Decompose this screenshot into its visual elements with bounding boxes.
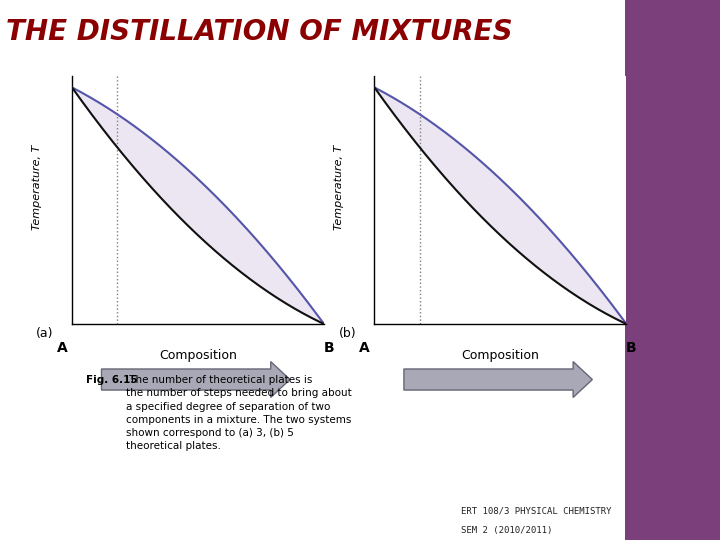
Text: B: B — [626, 341, 636, 355]
Text: Temperature, T: Temperature, T — [334, 145, 344, 230]
Text: Fig. 6.15: Fig. 6.15 — [86, 375, 138, 386]
Text: A: A — [359, 341, 370, 355]
Text: Temperature, T: Temperature, T — [32, 145, 42, 230]
Text: Composition: Composition — [462, 349, 539, 362]
Text: SEM 2 (2010/2011): SEM 2 (2010/2011) — [461, 525, 552, 535]
Text: ERT 108/3 PHYSICAL CHEMISTRY: ERT 108/3 PHYSICAL CHEMISTRY — [461, 507, 611, 516]
Text: A: A — [57, 341, 68, 355]
Text: THE DISTILLATION OF MIXTURES: THE DISTILLATION OF MIXTURES — [6, 18, 513, 46]
Text: (a): (a) — [36, 327, 53, 341]
Text: Composition: Composition — [159, 349, 237, 362]
Text: B: B — [323, 341, 334, 355]
Text: The number of theoretical plates is
the number of steps needed to bring about
a : The number of theoretical plates is the … — [126, 375, 352, 451]
Text: (b): (b) — [338, 327, 356, 341]
